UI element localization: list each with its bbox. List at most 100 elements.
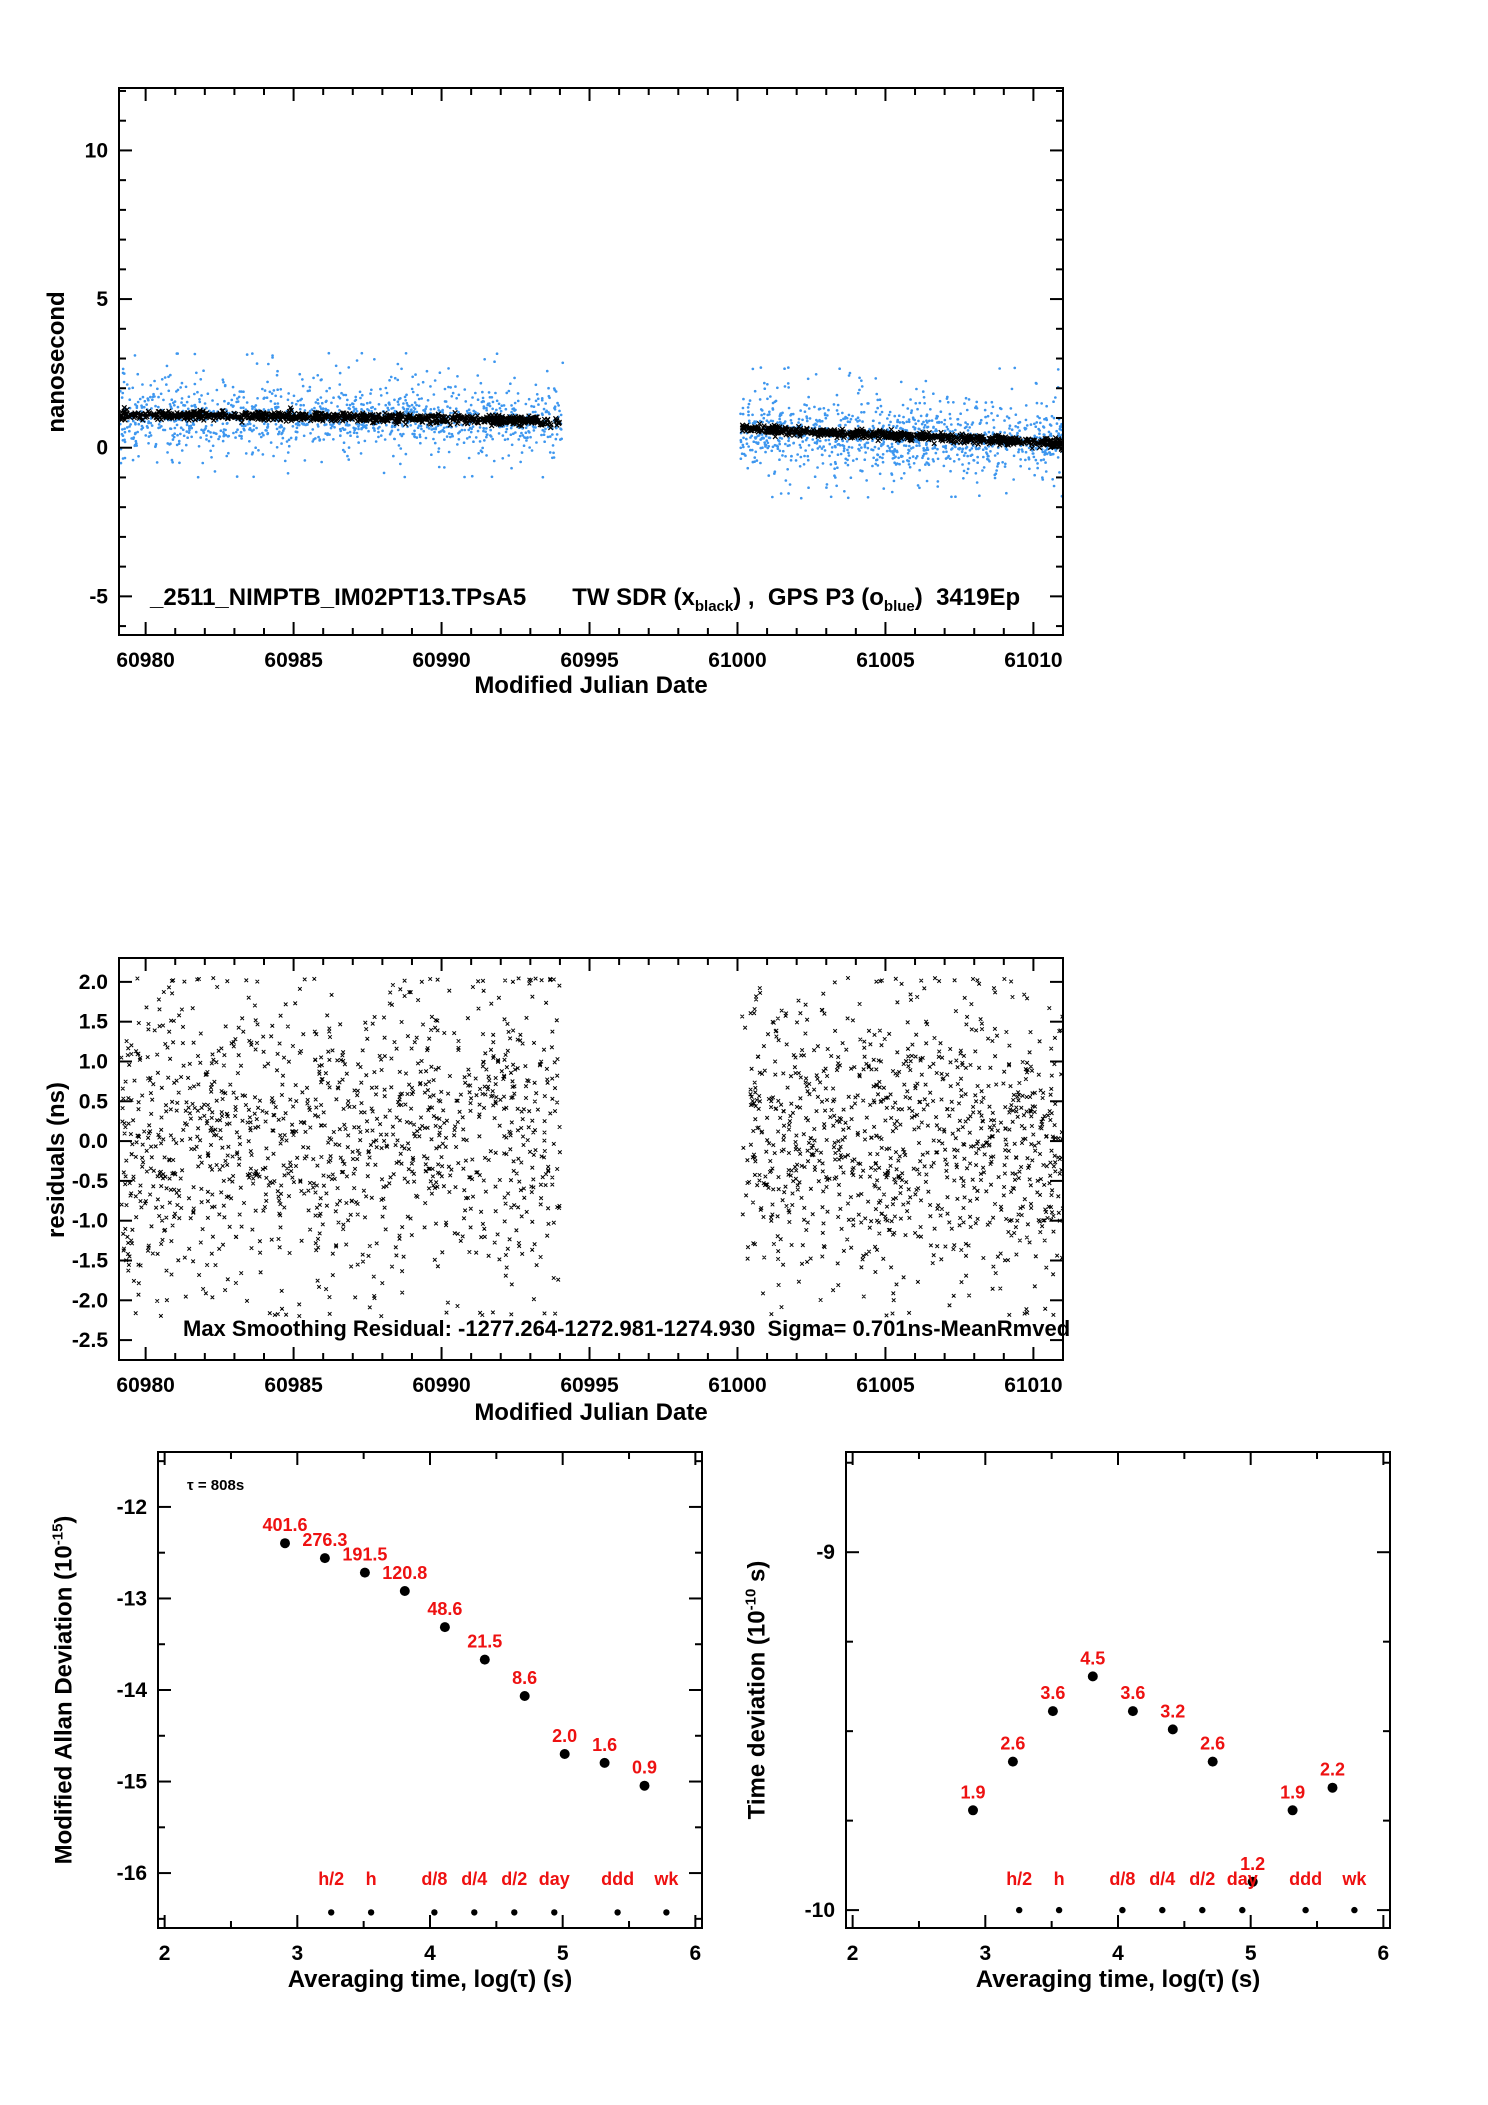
x-tick-label: 3 [979, 1942, 991, 1965]
tau-marker-label: d/8 [1109, 1869, 1135, 1889]
top-annotation: _2511_NIMPTB_IM02PT13.TPsA5 TW SDR (xblac… [150, 584, 1020, 615]
tau-marker-dot [663, 1909, 670, 1916]
x-axis-title-mjd-middle: Modified Julian Date [474, 1399, 708, 1426]
y-tick-label: -10 [805, 1899, 835, 1922]
y-tick-label: 0.5 [79, 1090, 109, 1113]
series-smoothing-residuals [119, 975, 1063, 1319]
y-tick-label: 0.0 [79, 1130, 108, 1153]
tau-marker-dot [1119, 1906, 1126, 1914]
series-gps-p3 [119, 351, 1063, 500]
data-point [399, 1586, 410, 1596]
tau-marker-label: d/4 [1149, 1869, 1175, 1889]
data-point [1167, 1724, 1178, 1735]
x-tick-label: 60990 [412, 1374, 470, 1397]
mdev-ylabel-pre: Modified Allan Deviation (10 [50, 1545, 78, 1865]
x-tick-label: 60985 [264, 649, 323, 672]
tau-marker-dot [1016, 1906, 1023, 1914]
tau-marker-label: wk [653, 1869, 679, 1889]
tau-marker-dot [328, 1909, 335, 1916]
y-tick-label: -1.0 [72, 1210, 108, 1233]
point-value-label: 3.6 [1040, 1683, 1065, 1703]
point-value-label: 401.6 [262, 1515, 307, 1535]
y-axis-title-tdev: Time deviation (10-10 s) [743, 1561, 772, 1820]
point-value-label: 21.5 [467, 1632, 502, 1652]
data-point [968, 1805, 978, 1816]
x-tick-label: 60980 [116, 1374, 174, 1397]
tau-marker-dot [367, 1909, 375, 1916]
plot-frame [845, 1451, 1391, 1929]
tau-marker-label: d/2 [501, 1869, 527, 1889]
x-tick-label: 6 [1378, 1942, 1390, 1965]
data-point [599, 1757, 610, 1768]
residual-annotation: Max Smoothing Residual: -1277.264-1272.9… [183, 1316, 1071, 1341]
tau-marker-label: day [539, 1869, 570, 1889]
point-value-label: 2.0 [552, 1726, 577, 1746]
x-tick-label: 61010 [1004, 1374, 1062, 1397]
x-axis-title-avgtime-right: Averaging time, log(τ) (s) [975, 1966, 1261, 1993]
x-tick-label: 61000 [708, 1374, 766, 1397]
legend-post: ) 3419Ep [914, 584, 1021, 611]
plot-frame [157, 1451, 703, 1929]
tau-marker-label: wk [1341, 1869, 1367, 1889]
data-point [1047, 1706, 1058, 1717]
plot-frame [118, 957, 1064, 1361]
tau-marker-label: h/2 [318, 1869, 344, 1889]
data-point [1287, 1805, 1298, 1816]
panel-residuals: 60980 60985 60990 60995 61000 61005 61010 -2.5 -… [72, 957, 1064, 1397]
tau-marker-dot [1351, 1906, 1358, 1914]
y-tick-label: 1.0 [79, 1050, 108, 1073]
tau-marker-label: d/4 [461, 1869, 487, 1889]
tau-marker-dot [1199, 1906, 1206, 1914]
x-tick-label: 2 [847, 1942, 859, 1965]
x-tick-label: 61000 [708, 649, 766, 672]
plot-frame [118, 87, 1064, 636]
tau-marker-dot [1055, 1906, 1063, 1914]
tau-marker-label: day [1227, 1869, 1258, 1889]
tdev-ylabel-exponent: -10 [742, 1588, 760, 1611]
y-tick-label: -16 [117, 1862, 147, 1885]
y-tick-label: 1.5 [79, 1011, 109, 1034]
data-point [439, 1622, 450, 1633]
data-point [1087, 1671, 1098, 1682]
point-value-label: 191.5 [342, 1545, 387, 1565]
data-point [319, 1553, 330, 1564]
y-tick-label: -12 [117, 1496, 147, 1519]
y-tick-label: -0.5 [72, 1170, 109, 1193]
tau-marker-dot [431, 1909, 438, 1916]
x-tick-label: 5 [1245, 1942, 1257, 1965]
residuals-data [119, 975, 1063, 1319]
tau-marker-dot [614, 1909, 621, 1916]
x-tick-label: 3 [291, 1942, 303, 1965]
point-value-label: 48.6 [427, 1599, 462, 1619]
tau-marker-label: d/8 [421, 1869, 447, 1889]
point-value-label: 276.3 [302, 1530, 347, 1550]
legend-pre: TW SDR (x [572, 584, 695, 611]
data-point [559, 1749, 570, 1759]
x-tick-label: 60995 [560, 1374, 619, 1397]
y-tick-label: -2.0 [72, 1289, 108, 1312]
y-tick-label: 5 [96, 288, 108, 311]
point-value-label: 1.2 [1240, 1854, 1265, 1874]
y-tick-label: -13 [117, 1587, 147, 1610]
y-tick-label: -2.5 [72, 1329, 109, 1352]
y-tick-label: -9 [816, 1541, 835, 1564]
data-point [479, 1654, 490, 1665]
point-value-label: 2.2 [1320, 1760, 1345, 1780]
x-axis-title-avgtime-left: Averaging time, log(τ) (s) [287, 1966, 573, 1993]
y-tick-label: -1.5 [72, 1249, 109, 1272]
tau-marker-dot [1239, 1906, 1246, 1914]
data-point [519, 1691, 530, 1701]
tau-marker-label: d/2 [1189, 1869, 1215, 1889]
point-value-label: 1.9 [1280, 1782, 1305, 1802]
x-tick-label: 6 [690, 1942, 702, 1965]
x-tick-label: 60990 [412, 649, 470, 672]
tdev-ylabel-pre: Time deviation (10 [743, 1610, 771, 1820]
data-point [639, 1780, 650, 1791]
y-axis-title-nanosecond: nanosecond [43, 291, 70, 433]
point-value-label: 3.6 [1120, 1683, 1145, 1703]
mdev-ylabel-post: ) [50, 1515, 78, 1524]
point-value-label: 1.9 [960, 1782, 985, 1802]
point-value-label: 3.2 [1160, 1701, 1185, 1721]
